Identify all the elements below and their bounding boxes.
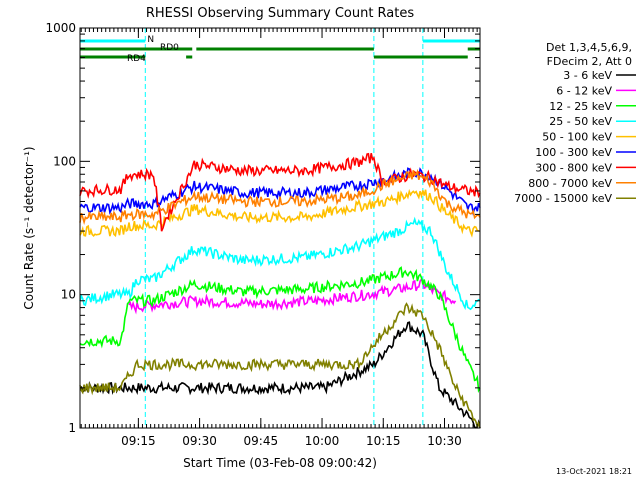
- y-axis-label: Count Rate (s⁻¹ detector⁻¹): [22, 146, 36, 309]
- x-axis: 09:15 09:30 09:45 10:00 10:15 10:30: [80, 28, 478, 448]
- flag-label: RD0: [160, 43, 179, 53]
- y-tick-label: 10: [61, 288, 76, 302]
- legend-entry-label: 6 - 12 keV: [556, 84, 612, 97]
- y-tick-label: 100: [53, 154, 76, 168]
- legend-entry-label: 25 - 50 keV: [549, 115, 612, 128]
- legend-entry-label: 800 - 7000 keV: [528, 177, 612, 190]
- x-tick-label: 09:45: [244, 434, 279, 448]
- legend-entry-label: 7000 - 15000 keV: [514, 192, 612, 205]
- legend-entry-label: 100 - 300 keV: [535, 146, 612, 159]
- series-line: [79, 152, 481, 232]
- flag-bars: N RD0 RD4: [80, 35, 480, 64]
- legend-header: Det 1,3,4,5,6,9,: [546, 41, 632, 54]
- x-tick-label: 09:30: [182, 434, 217, 448]
- legend-entry-label: 300 - 800 keV: [535, 161, 612, 174]
- legend: Det 1,3,4,5,6,9,FDecim 2, Att 03 - 6 keV…: [514, 41, 636, 205]
- y-tick-label: 1000: [45, 21, 76, 35]
- y-axis: 1 10 100 1000: [45, 21, 480, 435]
- plot-frame: [79, 27, 481, 429]
- x-axis-label: Start Time (03-Feb-08 09:00:42): [183, 456, 377, 470]
- series-line: [79, 266, 481, 394]
- x-tick-label: 10:15: [366, 434, 401, 448]
- x-tick-label: 09:15: [121, 434, 156, 448]
- legend-entry-label: 50 - 100 keV: [542, 131, 612, 144]
- series-layer: [79, 152, 481, 430]
- series-line: [79, 321, 481, 429]
- x-tick-label: 10:00: [305, 434, 340, 448]
- footer-date: 13-Oct-2021 18:21: [556, 467, 632, 476]
- legend-header: FDecim 2, Att 0: [547, 55, 632, 68]
- series-line: [79, 302, 481, 430]
- flag-label: N: [147, 35, 154, 45]
- legend-entry-label: 3 - 6 keV: [563, 69, 612, 82]
- series-line: [79, 216, 481, 311]
- y-tick-label: 1: [68, 421, 76, 435]
- flag-label: RD4: [127, 54, 146, 64]
- series-line: [128, 277, 457, 315]
- chart-title: RHESSI Observing Summary Count Rates: [146, 6, 415, 21]
- series-line: [79, 168, 481, 225]
- series-line: [79, 188, 481, 238]
- legend-entry-label: 12 - 25 keV: [549, 100, 612, 113]
- x-tick-label: 10:30: [427, 434, 462, 448]
